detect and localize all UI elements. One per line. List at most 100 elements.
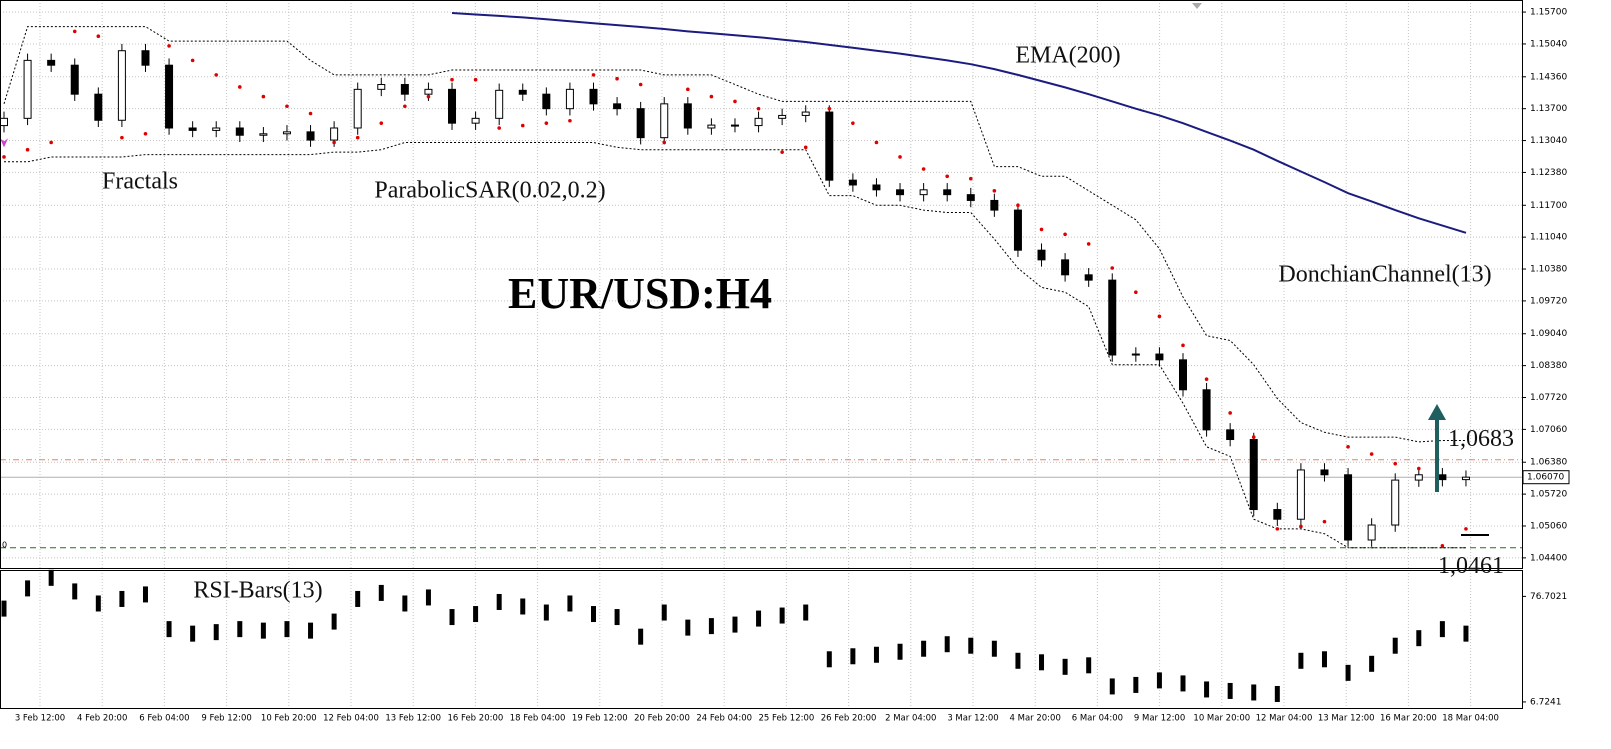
y-tick-label: 1.09720 — [1530, 296, 1567, 306]
sar-dot — [473, 77, 478, 82]
rsi-bar — [614, 609, 620, 626]
sar-label: ParabolicSAR(0.02,0.2) — [374, 178, 605, 204]
candle-body — [188, 127, 197, 131]
sar-dot — [1393, 461, 1398, 466]
x-tick-label: 10 Mar 20:00 — [1193, 714, 1250, 724]
donchian-label: DonchianChannel(13) — [1278, 262, 1491, 288]
rsi-bar — [1369, 655, 1375, 672]
x-tick-label: 9 Feb 12:00 — [201, 714, 251, 724]
sar-dot — [1063, 232, 1067, 237]
chart-title: EUR/USD:H4 — [508, 269, 772, 318]
candle-body — [1320, 469, 1329, 476]
sar-dot — [167, 44, 171, 48]
candle-body — [565, 88, 574, 110]
candle-body — [1084, 274, 1093, 281]
sar-dot — [1016, 203, 1020, 208]
sar-dot — [214, 73, 219, 77]
candle-body — [1013, 209, 1022, 251]
rsi-bar — [1345, 664, 1351, 681]
sar-dot — [25, 147, 30, 152]
sar-dot — [1251, 435, 1256, 439]
candle-body — [165, 64, 174, 129]
sar-dot — [568, 118, 572, 123]
x-tick-label: 2 Mar 04:00 — [885, 714, 936, 724]
sar-dot — [1299, 524, 1303, 529]
sar-dot — [992, 188, 997, 193]
rsi-bar — [166, 621, 172, 638]
candle-body — [0, 117, 8, 127]
sar-dot — [426, 94, 431, 99]
x-tick-label: 10 Feb 20:00 — [261, 714, 317, 724]
rsi-bar — [708, 618, 714, 635]
y-tick-label: 1.15040 — [1530, 39, 1567, 49]
rsi-bar — [1298, 652, 1304, 669]
rsi-bar — [1204, 681, 1210, 698]
sar-dot — [2, 155, 6, 159]
rsi-bar — [449, 609, 455, 626]
x-tick-label: 4 Feb 20:00 — [77, 714, 127, 724]
rsi-bar — [1039, 654, 1045, 671]
sar-dot — [686, 87, 690, 92]
rsi-bar — [72, 583, 78, 600]
candle-body — [1367, 524, 1376, 541]
x-tick-label: 24 Feb 04:00 — [696, 714, 752, 724]
sar-dot — [497, 126, 501, 130]
shift-marker — [1192, 3, 1202, 9]
candle-body — [424, 88, 433, 95]
rsi-bar — [237, 621, 243, 638]
donchian-upper — [3, 26, 1466, 443]
sar-dot — [898, 155, 902, 159]
sar-dot — [1204, 377, 1209, 381]
x-tick-label: 16 Mar 20:00 — [1380, 714, 1437, 724]
sar-dot — [190, 58, 195, 63]
rsi-bar — [1086, 657, 1092, 674]
y-tick-label: 1.06380 — [1530, 458, 1567, 468]
x-tick-label: 4 Mar 20:00 — [1010, 714, 1061, 724]
candle-body — [919, 189, 928, 196]
candle-body — [70, 64, 79, 95]
y-tick-label: 1.05720 — [1530, 490, 1567, 500]
rsi-bar — [190, 625, 196, 642]
rsi-bar — [119, 590, 125, 607]
rsi-bar — [1, 600, 7, 617]
sar-dot — [827, 106, 832, 111]
y-tick-label: 1.12380 — [1530, 168, 1567, 178]
x-tick-label: 12 Feb 04:00 — [323, 714, 379, 724]
candle-body — [848, 179, 857, 186]
rsi-bar — [779, 607, 785, 624]
candle-body — [683, 103, 692, 129]
sar-dot — [968, 176, 973, 181]
y-tick-label: 1.10380 — [1530, 265, 1567, 275]
current-price-label: 1.06070 — [1527, 473, 1564, 483]
candle-body — [1391, 479, 1400, 526]
candle-body — [589, 88, 598, 105]
y-tick-label: 1.09040 — [1530, 329, 1567, 339]
level-label: 1,0461 — [1438, 553, 1504, 579]
candle-body — [471, 117, 480, 124]
candle-body — [896, 189, 905, 196]
rsi-bar — [1133, 676, 1139, 693]
sar-dot — [120, 135, 124, 140]
rsi-bar — [567, 595, 573, 612]
x-tick-label: 3 Mar 12:00 — [947, 714, 998, 724]
y-tick-label: 1.04400 — [1530, 553, 1567, 563]
candle-body — [542, 93, 551, 110]
sar-dot — [709, 94, 714, 99]
rsi-bar — [402, 595, 408, 612]
sar-dot — [1039, 227, 1044, 232]
x-tick-label: 26 Feb 20:00 — [821, 714, 877, 724]
y-tick-label: 1.13700 — [1530, 104, 1567, 114]
candle-body — [1273, 509, 1282, 520]
rsi-bar — [1109, 678, 1115, 695]
candle-body — [1296, 469, 1305, 520]
candle-body — [23, 59, 32, 119]
rsi-bar — [1321, 651, 1327, 668]
rsi-bar — [1392, 637, 1398, 654]
rsi-bar — [897, 643, 903, 660]
candle-body — [400, 84, 409, 95]
candle-body — [825, 111, 834, 181]
candle-body — [1131, 353, 1140, 356]
y-tick-label: 1.13040 — [1530, 136, 1567, 146]
